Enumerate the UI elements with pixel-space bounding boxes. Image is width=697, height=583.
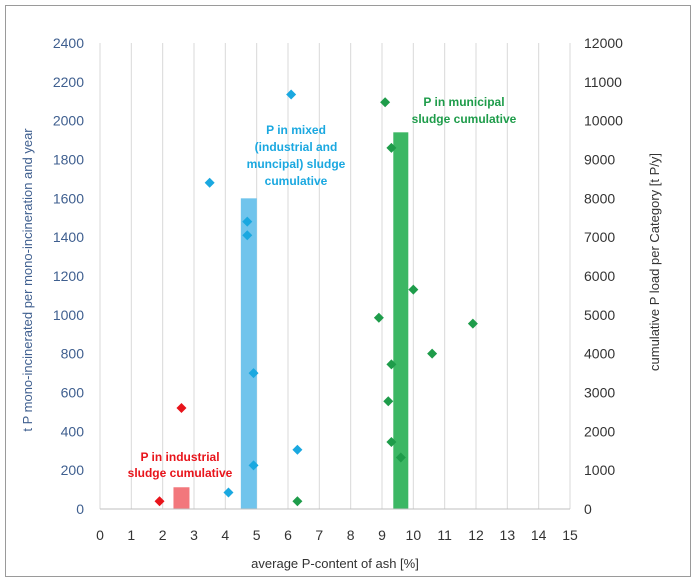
y-right-tick-label: 6000: [584, 268, 615, 284]
x-axis-title: average P-content of ash [%]: [251, 556, 419, 571]
point-mixed: [248, 460, 259, 471]
x-tick-label: 8: [347, 527, 355, 543]
y-left-tick-label: 1000: [53, 307, 84, 323]
y-right-tick-label: 12000: [584, 35, 623, 51]
y-left-tick-label: 1200: [53, 268, 84, 284]
x-tick-label: 3: [190, 527, 198, 543]
y-right-tick-label: 10000: [584, 113, 623, 129]
y-right-tick-label: 5000: [584, 307, 615, 323]
annotation-label: sludge cumulative: [412, 112, 517, 126]
y-right-tick-label: 11000: [584, 74, 622, 90]
x-tick-label: 14: [531, 527, 547, 543]
x-tick-label: 7: [315, 527, 323, 543]
y-right-tick-label: 8000: [584, 190, 615, 206]
cumulative-bars: [173, 132, 409, 510]
x-tick-label: 9: [378, 527, 386, 543]
cumulative-bar-industrial: [173, 487, 190, 509]
point-mixed: [223, 487, 234, 498]
point-industrial: [154, 496, 165, 507]
point-municipal: [373, 312, 384, 323]
point-industrial: [176, 403, 187, 414]
point-municipal: [386, 437, 397, 448]
y-left-tick-label: 400: [61, 423, 85, 439]
x-tick-label: 5: [253, 527, 261, 543]
annotation-label: P in municipal: [423, 95, 504, 109]
point-municipal: [386, 359, 397, 370]
point-mixed: [286, 89, 297, 100]
y-left-tick-label: 1800: [53, 152, 84, 168]
chart-frame: [5, 5, 691, 577]
y-left-tick-label: 800: [61, 346, 85, 362]
x-tick-label: 4: [221, 527, 229, 543]
y-right-tick-label: 7000: [584, 229, 615, 245]
y-right-tick-label: 0: [584, 501, 592, 517]
point-municipal: [386, 142, 397, 153]
x-tick-label: 10: [406, 527, 422, 543]
y-left-tick-label: 0: [76, 501, 84, 517]
y-right-tick-label: 1000: [584, 462, 615, 478]
annotation-label: P in mixed: [266, 123, 326, 137]
cumulative-bar-mixed: [240, 198, 257, 510]
annotation-label: sludge cumulative: [128, 466, 233, 480]
data-points: [154, 89, 478, 507]
y-left-tick-label: 2200: [53, 74, 84, 90]
y-left-tick-label: 1400: [53, 229, 84, 245]
annotations: P in industrial sludge cumulative P in mix…: [128, 95, 517, 480]
y-axis-left-title: t P mono-incinerated per mono-incinerati…: [20, 128, 35, 432]
point-mixed: [242, 216, 253, 227]
y-right-tick-label: 4000: [584, 346, 615, 362]
axes: 0 1 2 3 4 5 6 7 8 9 10 11 12 13 14 15020040060080010001…: [53, 35, 623, 543]
point-mixed: [248, 368, 259, 379]
y-left-tick-label: 2400: [53, 35, 84, 51]
y-left-tick-label: 1600: [53, 190, 84, 206]
x-tick-label: 11: [437, 527, 452, 543]
point-municipal: [383, 396, 394, 407]
cumulative-bar-municipal: [393, 132, 409, 510]
point-municipal: [427, 348, 438, 359]
y-right-tick-label: 2000: [584, 423, 615, 439]
y-left-tick-label: 2000: [53, 113, 84, 129]
annotation-label: P in industrial: [140, 450, 219, 464]
y-right-tick-label: 9000: [584, 152, 615, 168]
point-municipal: [380, 97, 391, 108]
x-tick-label: 2: [159, 527, 167, 543]
x-tick-label: 6: [284, 527, 292, 543]
point-municipal: [467, 318, 478, 329]
x-tick-label: 12: [468, 527, 484, 543]
y-left-tick-label: 600: [61, 385, 85, 401]
x-tick-label: 0: [96, 527, 104, 543]
annotation-label: muncipal) sludge: [247, 157, 346, 171]
annotation-label: (industrial and: [255, 140, 338, 154]
y-left-tick-label: 200: [61, 462, 85, 478]
y-axis-right-title: cumulative P load per Category [t P/y]: [647, 153, 662, 371]
y-right-tick-label: 3000: [584, 385, 615, 401]
x-tick-label: 15: [562, 527, 578, 543]
point-mixed: [204, 177, 215, 188]
point-municipal: [395, 452, 406, 463]
point-municipal: [292, 496, 303, 507]
annotation-label: cumulative: [265, 174, 328, 188]
point-mixed: [242, 230, 253, 241]
x-tick-label: 13: [500, 527, 516, 543]
point-mixed: [292, 444, 303, 455]
x-tick-label: 1: [127, 527, 135, 543]
point-municipal: [408, 284, 419, 295]
